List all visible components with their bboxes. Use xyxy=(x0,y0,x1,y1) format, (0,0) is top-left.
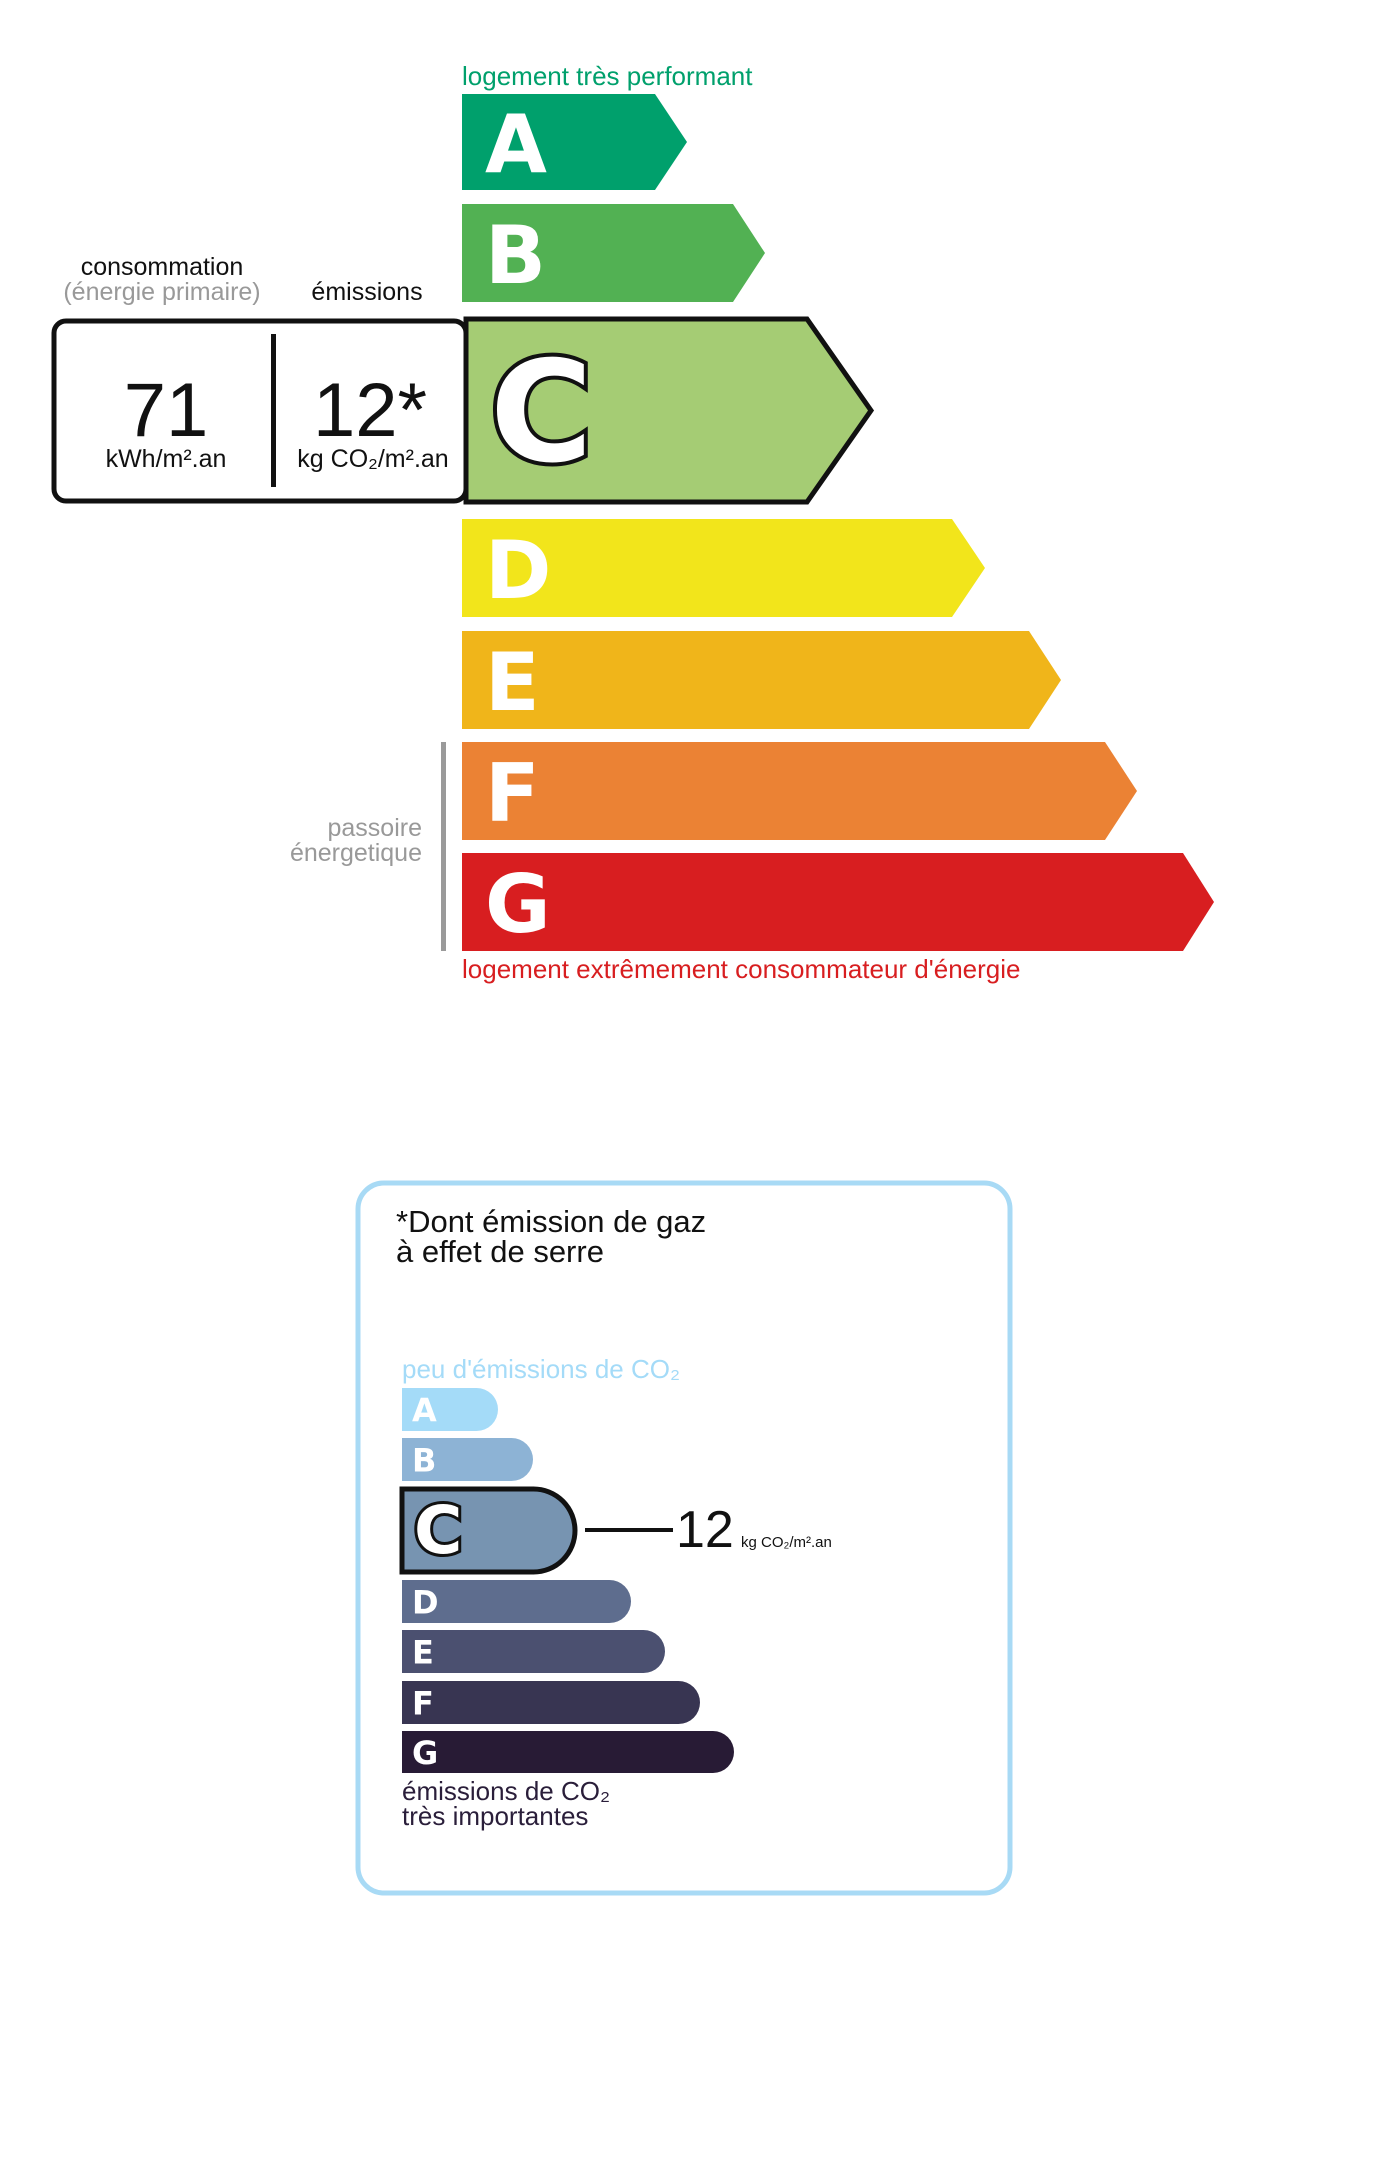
ges-class-letter: A xyxy=(412,1392,437,1430)
energy-class-letter: D xyxy=(485,524,551,617)
ges-box xyxy=(355,1180,1013,1896)
energy-class-bar-d xyxy=(462,519,985,617)
values-divider xyxy=(271,334,276,487)
energy-class-letter: B xyxy=(485,209,546,302)
energy-class-letter: G xyxy=(485,858,551,951)
passoire-bar xyxy=(441,742,446,951)
ges-class-bar-c xyxy=(399,1486,578,1575)
emissions-value: 12* xyxy=(313,368,427,453)
ges-class-letter: B xyxy=(412,1442,436,1480)
energy-class-bar-a xyxy=(462,94,687,190)
ges-class-letter: F xyxy=(412,1685,434,1723)
consumption-heading: consommation xyxy=(81,253,244,281)
passoire-label-1: passoire xyxy=(328,814,423,842)
energy-class-bar-f xyxy=(462,742,1137,840)
ges-class-bar-d xyxy=(402,1580,631,1623)
ges-title-2: à effet de serre xyxy=(396,1234,604,1269)
energy-class-letter: A xyxy=(485,98,547,191)
top-label: logement très performant xyxy=(462,61,753,91)
ges-class-bar-g xyxy=(402,1731,734,1773)
values-box xyxy=(51,318,469,504)
energy-class-bar-g xyxy=(462,853,1214,951)
energy-class-letter: F xyxy=(485,747,540,840)
ges-bottom-label-1: émissions de CO₂ xyxy=(402,1776,610,1806)
passoire-label-2: énergetique xyxy=(290,839,422,867)
energy-class-letter: C xyxy=(490,332,593,495)
ges-class-letter: G xyxy=(412,1734,438,1772)
ges-class-letter: C xyxy=(414,1492,462,1569)
emissions-unit: kg CO₂/m².an xyxy=(297,445,448,473)
emissions-heading: émissions xyxy=(311,278,422,306)
ges-unit: kg CO₂/m².an xyxy=(741,1534,832,1551)
ges-class-letter: D xyxy=(412,1584,439,1622)
consumption-unit: kWh/m².an xyxy=(106,445,227,473)
energy-class-letter: E xyxy=(485,636,540,729)
energy-class-bar-e xyxy=(462,631,1061,729)
ges-title-1: *Dont émission de gaz xyxy=(396,1204,706,1239)
ges-value: 12 xyxy=(676,1501,734,1559)
ges-class-bar-b xyxy=(402,1438,533,1481)
ges-class-bar-f xyxy=(402,1681,700,1724)
ges-class-bar-e xyxy=(402,1630,665,1673)
consumption-value: 71 xyxy=(124,368,209,453)
bottom-label: logement extrêmement consommateur d'éner… xyxy=(462,954,1020,984)
energy-class-bar-b xyxy=(462,204,765,302)
ges-bottom-label-2: très importantes xyxy=(402,1801,588,1831)
consumption-sub: (énergie primaire) xyxy=(63,278,260,306)
ges-class-bar-a xyxy=(402,1387,498,1431)
ges-top-label: peu d'émissions de CO₂ xyxy=(402,1354,680,1384)
ges-class-letter: E xyxy=(412,1634,434,1672)
